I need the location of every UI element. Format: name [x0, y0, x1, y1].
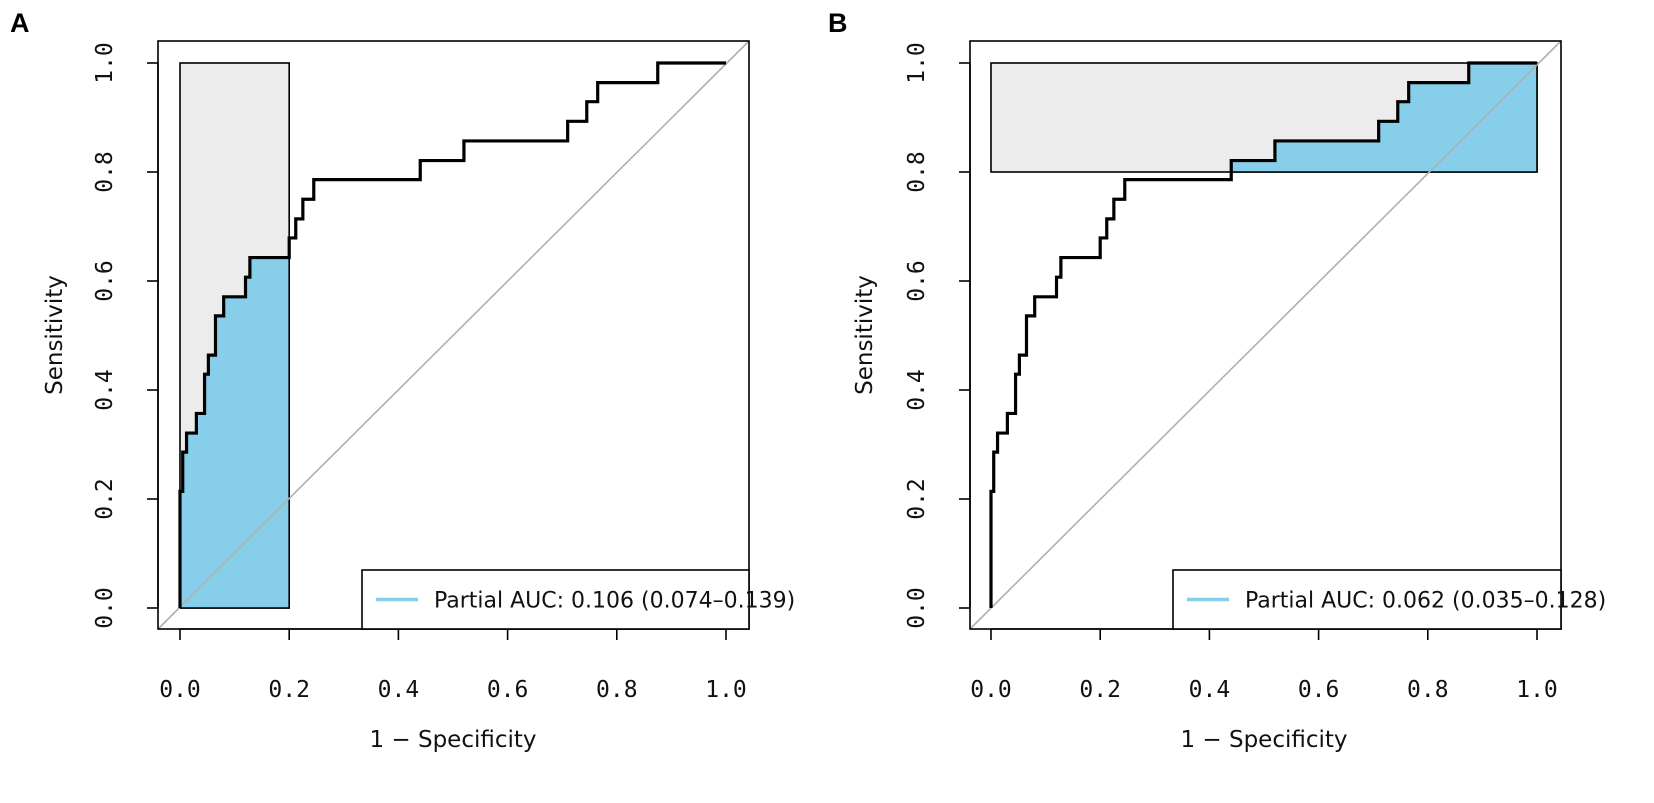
- y-axis-title: Sensitivity: [852, 275, 878, 395]
- y-tick-label: 1.0: [92, 42, 118, 84]
- roc-panel-b: 0.0 0.2 0.4 0.6 0.8 1.0 0.0 0.2 0.4 0.6 0.8 1.0 1 − …: [852, 40, 1606, 753]
- legend-box: [361, 569, 750, 630]
- legend: Partial AUC: 0.062 (0.035–0.128): [1172, 569, 1606, 630]
- x-tick-label: 0.2: [1079, 677, 1121, 703]
- panel-letter-a: A: [10, 8, 30, 38]
- y-tick-label: 0.6: [904, 260, 930, 302]
- legend: Partial AUC: 0.106 (0.074–0.139): [361, 569, 795, 630]
- y-tick-label: 1.0: [904, 42, 930, 84]
- y-tick-label: 0.2: [904, 478, 930, 520]
- y-tick-label: 0.4: [92, 369, 118, 411]
- y-tick-label: 0.2: [92, 478, 118, 520]
- x-tick-label: 0.2: [268, 677, 310, 703]
- x-tick-label: 0.8: [596, 677, 638, 703]
- x-tick-label: 0.8: [1407, 677, 1449, 703]
- x-tick-label: 0.4: [378, 677, 420, 703]
- y-tick-label: 0.8: [92, 151, 118, 193]
- y-tick-label: 0.0: [904, 587, 930, 629]
- diagonal-reference-line: [969, 40, 1562, 630]
- roc-panel-a: 0.0 0.2 0.4 0.6 0.8 1.0 0.0 0.2 0.4 0.6 0.8 1.0 1 − …: [42, 40, 795, 753]
- legend-label: Partial AUC: 0.062 (0.035–0.128): [1245, 589, 1606, 614]
- y-tick-label: 0.0: [92, 587, 118, 629]
- y-axis-title: Sensitivity: [42, 275, 68, 395]
- legend-box: [1172, 569, 1562, 630]
- x-tick-label: 0.6: [1298, 677, 1340, 703]
- roc-curve: [989, 61, 1537, 608]
- legend-label: Partial AUC: 0.106 (0.074–0.139): [434, 589, 795, 614]
- y-tick-label: 0.6: [92, 260, 118, 302]
- x-tick-label: 0.0: [970, 677, 1012, 703]
- x-tick-label: 0.6: [487, 677, 529, 703]
- diagonal-reference-line: [157, 40, 750, 630]
- x-tick-label: 1.0: [705, 677, 747, 703]
- panel-letter-b: B: [828, 8, 848, 38]
- x-axis-title: 1 − Specificity: [1180, 727, 1347, 753]
- roc-curve: [178, 61, 726, 608]
- y-tick-label: 0.4: [904, 369, 930, 411]
- x-axis-title: 1 − Specificity: [369, 727, 536, 753]
- x-tick-label: 0.4: [1189, 677, 1231, 703]
- x-tick-label: 0.0: [159, 677, 201, 703]
- x-tick-label: 1.0: [1516, 677, 1558, 703]
- y-tick-label: 0.8: [904, 151, 930, 193]
